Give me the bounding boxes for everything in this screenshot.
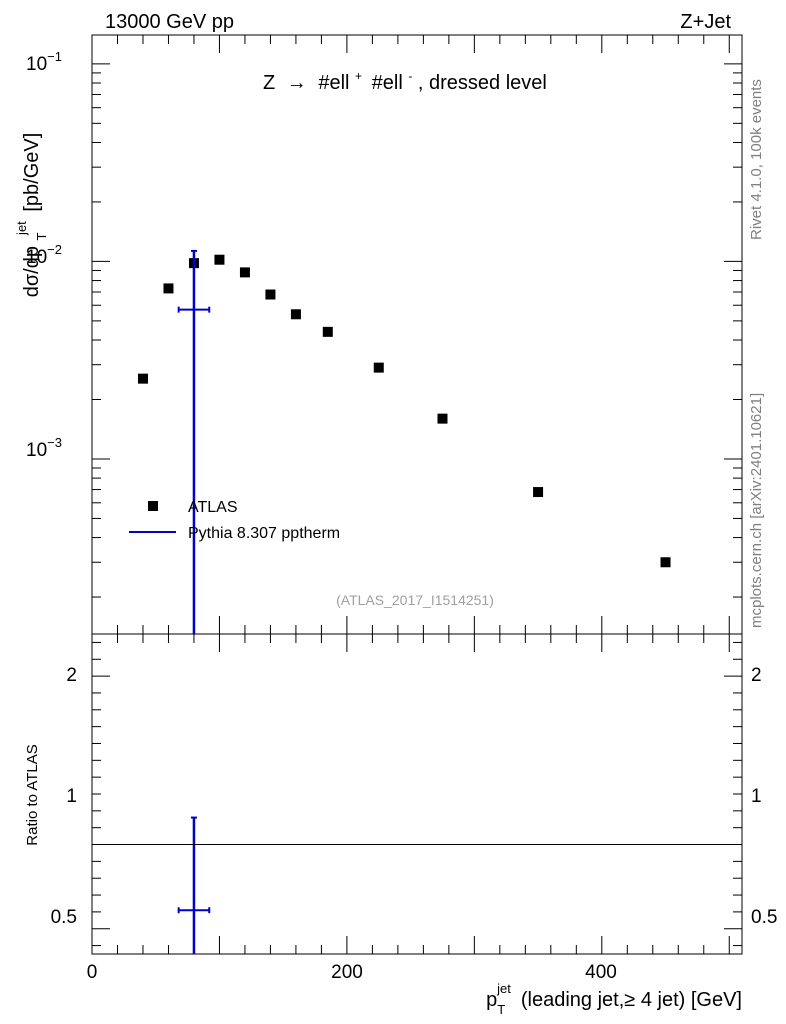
atlas-data-point	[163, 283, 174, 294]
y-tick-label-1e-2: 10−2	[26, 242, 62, 268]
ratio-y-tick-2-left: 2	[66, 665, 77, 686]
x-axis-label: pTjet(leading jet,≥ 4 jet) [GeV]	[486, 981, 742, 1017]
rivet-version-label: Rivet 4.1.0, 100k events	[748, 79, 765, 240]
atlas-data-point	[322, 326, 333, 337]
x-tick-label-400: 400	[585, 962, 617, 983]
ratio-y-tick-2-right: 2	[751, 665, 762, 686]
atlas-data-points	[137, 254, 671, 568]
y-tick-label-1e-1: 10−1	[26, 49, 62, 75]
ratio-axis-ticks	[91, 634, 742, 954]
ratio-y-tick-1-left: 1	[66, 786, 77, 807]
svg-text:mcplots.cern.ch [arXiv:2401.10: mcplots.cern.ch [arXiv:2401.10621]	[748, 393, 765, 628]
ratio-mc-point	[177, 816, 211, 954]
atlas-data-point	[137, 373, 148, 384]
atlas-data-point	[373, 362, 384, 373]
legend-atlas-label: ATLAS	[188, 499, 238, 516]
main-plot-frame	[91, 34, 743, 635]
atlas-data-point	[214, 254, 225, 265]
main-axis-ticks	[91, 35, 742, 634]
ratio-y-tick-05-left: 0.5	[51, 907, 77, 928]
legend-atlas-marker	[148, 501, 158, 511]
legend: ATLAS Pythia 8.307 pptherm	[129, 499, 340, 542]
atlas-data-point	[437, 413, 448, 424]
pythia-mc-points	[177, 249, 211, 634]
atlas-data-point	[533, 487, 544, 498]
header-left: 13000 GeV pp	[105, 11, 234, 33]
svg-text:Rivet 4.1.0, 100k events: Rivet 4.1.0, 100k events	[748, 79, 765, 240]
ratio-y-tick-05-right: 0.5	[751, 907, 777, 928]
main-plot-title: Z → #ell + #ell - , dressed level	[263, 63, 547, 94]
pythia-mc-point	[177, 249, 211, 634]
header-right: Z+Jet	[680, 11, 731, 33]
legend-pythia-label: Pythia 8.307 pptherm	[188, 525, 340, 542]
ratio-y-tick-1-right: 1	[751, 786, 762, 807]
ratio-y-axis-label: Ratio to ATLAS	[24, 744, 41, 845]
analysis-watermark: (ATLAS_2017_I1514251)	[336, 592, 494, 608]
atlas-data-point	[265, 289, 276, 300]
main-y-axis-label: dσ/dp T jet [pb/GeV]	[9, 133, 51, 298]
svg-text:dσ/dp T jet: dσ/dp T jet [pb/GeV]	[9, 133, 51, 298]
atlas-data-point	[660, 557, 671, 568]
svg-text:Ratio to ATLAS: Ratio to ATLAS	[24, 744, 41, 845]
mcplots-label: mcplots.cern.ch [arXiv:2401.10621]	[748, 393, 765, 628]
x-tick-label-200: 200	[331, 962, 363, 983]
ratio-mc-points	[177, 816, 211, 954]
atlas-data-point	[239, 267, 250, 278]
atlas-data-point	[290, 309, 301, 320]
y-tick-label-1e-3: 10−3	[26, 435, 62, 461]
ratio-plot-frame	[91, 633, 743, 955]
x-tick-label-0: 0	[87, 962, 98, 983]
